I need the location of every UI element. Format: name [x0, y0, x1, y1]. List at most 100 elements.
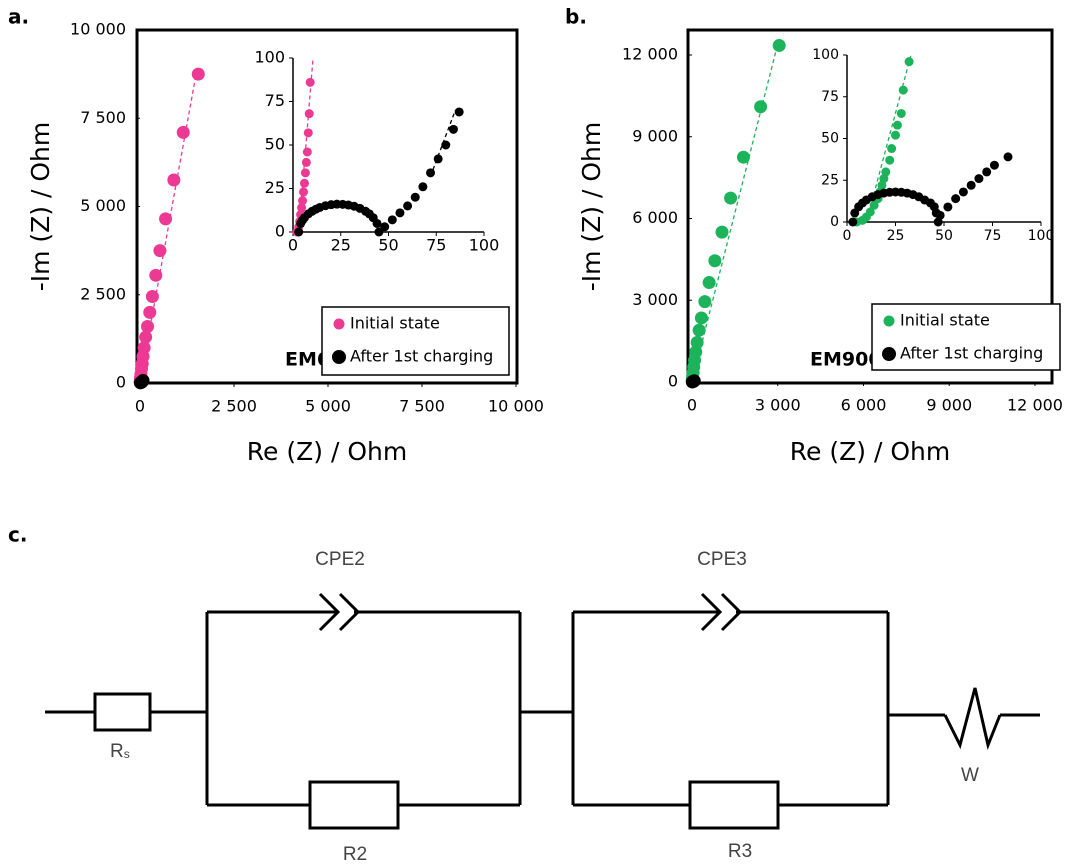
y-tick-label: 0	[830, 214, 839, 230]
x-tick-label: 50	[935, 228, 953, 244]
data-point	[426, 168, 436, 178]
panel-label: c.	[8, 523, 27, 547]
label-main: R	[110, 741, 124, 762]
data-point	[687, 374, 701, 388]
legend-box	[871, 303, 1061, 371]
data-point	[448, 124, 458, 134]
data-point	[418, 182, 428, 192]
resistor	[688, 780, 780, 830]
data-point	[951, 194, 961, 204]
x-tick-label: 75	[426, 236, 446, 255]
data-point	[299, 178, 309, 188]
data-point	[702, 276, 716, 290]
x-tick-label: 0	[135, 397, 145, 416]
annotation: EM900	[810, 349, 882, 371]
data-point	[694, 311, 708, 325]
x-tick-label: 0	[687, 396, 697, 415]
data-point	[167, 173, 181, 187]
data-point	[754, 100, 768, 114]
x-axis-title: Re (Z) / Ohm	[247, 437, 407, 466]
data-point	[137, 341, 151, 355]
plot-frame	[686, 28, 1054, 385]
data-point	[139, 330, 153, 344]
data-point	[887, 144, 897, 154]
panel-label: b.	[565, 5, 587, 29]
x-tick-label: 9 000	[926, 396, 972, 415]
data-point	[136, 374, 150, 388]
data-point	[300, 168, 310, 178]
x-tick-label: 25	[887, 228, 905, 244]
y-tick-label: 0	[275, 222, 285, 241]
data-point	[298, 196, 308, 206]
data-point	[441, 140, 451, 150]
warburg	[943, 687, 1002, 751]
x-tick-label: 3 000	[755, 396, 801, 415]
data-point	[715, 225, 729, 239]
x-tick-label: 0	[288, 236, 298, 255]
legend-marker	[882, 347, 896, 361]
data-point	[433, 154, 443, 164]
data-point	[958, 187, 968, 197]
y-tick-label: 3 000	[632, 290, 678, 309]
data-point	[305, 77, 315, 87]
component-label: R2	[343, 844, 367, 865]
x-tick-label: 75	[984, 228, 1002, 244]
data-point	[881, 167, 891, 177]
y-tick-label: 50	[821, 131, 839, 147]
data-point	[692, 323, 706, 337]
data-point	[299, 187, 309, 197]
data-point	[304, 109, 314, 119]
y-tick-label: 100	[812, 47, 839, 63]
data-point	[982, 167, 992, 177]
data-point	[403, 201, 413, 211]
label-sub: s	[124, 747, 130, 761]
y-tick-label: 7 500	[80, 108, 126, 127]
x-tick-label: 12 000	[1007, 396, 1063, 415]
capacitor	[207, 592, 520, 632]
y-tick-label: 100	[254, 48, 285, 67]
legend-label: After 1st charging	[900, 344, 1043, 363]
legend-marker	[333, 318, 345, 330]
component-label: R3	[728, 841, 752, 862]
data-point	[698, 295, 712, 309]
legend-label: Initial state	[350, 314, 440, 333]
y-tick-label: 6 000	[632, 208, 678, 227]
x-tick-label: 7 500	[399, 397, 445, 416]
data-point	[410, 192, 420, 202]
data-point	[891, 130, 900, 140]
component-label: CPE2	[315, 549, 365, 570]
legend-marker	[883, 315, 895, 327]
chart: 0 25 50 75 100 0 25 50 75 100	[254, 48, 499, 255]
y-tick-label: 5 000	[80, 196, 126, 215]
component-label: W	[961, 765, 979, 786]
data-point	[690, 335, 704, 349]
y-axis-title: -Im (Z) / Ohm	[26, 122, 55, 292]
data-point	[898, 85, 908, 95]
data-point	[141, 320, 155, 334]
legend-label: Initial state	[900, 311, 990, 330]
data-point	[989, 160, 999, 170]
x-tick-label: 2 500	[211, 397, 257, 416]
data-point	[1003, 152, 1013, 162]
x-axis-title: Re (Z) / Ohm	[790, 437, 950, 466]
x-tick-label: 6 000	[841, 396, 887, 415]
x-tick-label: 50	[378, 236, 398, 255]
x-tick-label: 0	[843, 228, 852, 244]
component-label: CPE3	[697, 549, 747, 570]
data-point	[724, 191, 738, 205]
data-point	[143, 305, 157, 319]
y-tick-label: 0	[668, 372, 678, 391]
y-tick-label: 10 000	[70, 20, 126, 39]
y-tick-label: 75	[265, 91, 285, 110]
data-point	[159, 212, 173, 226]
data-point	[301, 157, 311, 167]
data-point	[303, 128, 313, 138]
data-point	[294, 227, 304, 237]
data-point	[387, 215, 397, 225]
wire	[45, 612, 1040, 805]
chart: 0 2 500 5 000 7 500 10 000 0 2 500 5 000 7 500 10…	[8, 5, 544, 467]
legend-box	[321, 306, 510, 376]
trendline	[691, 49, 777, 383]
legend-label: After 1st charging	[350, 347, 493, 366]
data-point	[372, 218, 382, 228]
